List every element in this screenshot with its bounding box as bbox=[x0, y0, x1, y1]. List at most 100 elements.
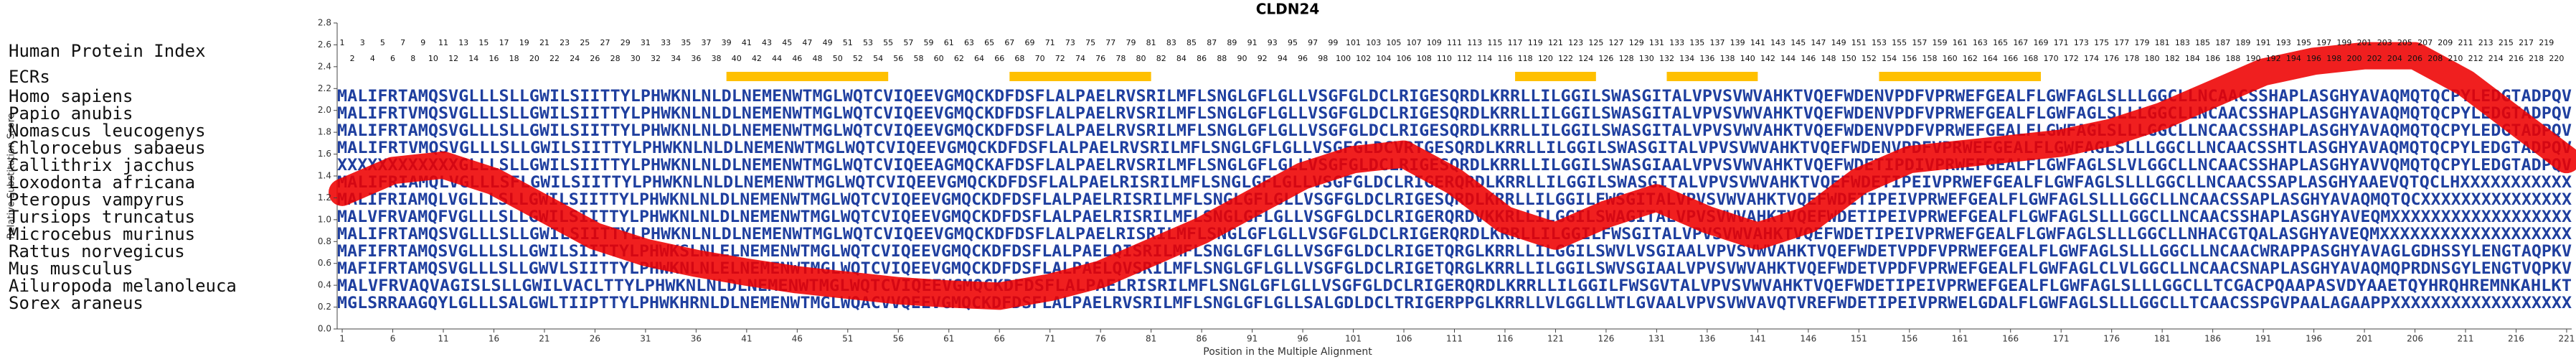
human-index: 36 bbox=[691, 54, 701, 63]
human-index: 72 bbox=[1055, 54, 1065, 63]
human-index: 83 bbox=[1166, 38, 1176, 47]
x-tick-label: 126 bbox=[1598, 334, 1614, 344]
human-index: 191 bbox=[2256, 38, 2271, 47]
human-index: 10 bbox=[428, 54, 438, 63]
human-index: 68 bbox=[1014, 54, 1024, 63]
human-index: 131 bbox=[1649, 38, 1664, 47]
human-index: 184 bbox=[2185, 54, 2200, 63]
human-index: 168 bbox=[2023, 54, 2038, 63]
human-index: 177 bbox=[2114, 38, 2129, 47]
human-index: 55 bbox=[883, 38, 893, 47]
species-label: Chlorocebus sabaeus bbox=[9, 138, 206, 158]
human-index: 146 bbox=[1801, 54, 1816, 63]
human-index: 58 bbox=[913, 54, 923, 63]
human-index: 47 bbox=[802, 38, 812, 47]
human-index: 220 bbox=[2549, 54, 2564, 63]
human-index: 30 bbox=[631, 54, 641, 63]
human-index: 23 bbox=[560, 38, 570, 47]
human-index: 114 bbox=[1477, 54, 1492, 63]
x-tick-label: 11 bbox=[438, 334, 448, 344]
x-tick-label: 166 bbox=[2002, 334, 2019, 344]
human-index: 104 bbox=[1376, 54, 1391, 63]
human-index: 9 bbox=[420, 38, 425, 47]
y-tick-label: 2.6 bbox=[318, 40, 331, 50]
human-index: 37 bbox=[701, 38, 711, 47]
human-index: 107 bbox=[1407, 38, 1422, 47]
human-index: 13 bbox=[458, 38, 468, 47]
human-index: 161 bbox=[1953, 38, 1968, 47]
human-index: 194 bbox=[2286, 54, 2301, 63]
human-index: 186 bbox=[2205, 54, 2220, 63]
human-index: 122 bbox=[1558, 54, 1573, 63]
x-tick-label: 206 bbox=[2407, 334, 2423, 344]
sequence: MALIFRTAMQSVGLLLSLLGWILSIITTYLPHWKNLNLDL… bbox=[337, 122, 2572, 140]
human-index: 141 bbox=[1750, 38, 1765, 47]
human-index: 100 bbox=[1336, 54, 1351, 63]
human-index: 170 bbox=[2044, 54, 2059, 63]
human-index: 20 bbox=[529, 54, 539, 63]
human-index: 5 bbox=[380, 38, 385, 47]
human-index: 98 bbox=[1318, 54, 1328, 63]
human-index: 108 bbox=[1417, 54, 1432, 63]
human-index: 66 bbox=[994, 54, 1004, 63]
human-index: 65 bbox=[984, 38, 994, 47]
human-index: 49 bbox=[823, 38, 833, 47]
human-index: 24 bbox=[570, 54, 580, 63]
human-index: 159 bbox=[1933, 38, 1948, 47]
x-tick-label: 96 bbox=[1297, 334, 1308, 344]
human-index: 210 bbox=[2448, 54, 2463, 63]
human-index: 130 bbox=[1639, 54, 1654, 63]
human-index: 188 bbox=[2225, 54, 2240, 63]
human-index: 25 bbox=[580, 38, 590, 47]
human-index: 102 bbox=[1356, 54, 1371, 63]
x-tick-label: 116 bbox=[1497, 334, 1514, 344]
human-index: 81 bbox=[1146, 38, 1156, 47]
human-index: 76 bbox=[1095, 54, 1105, 63]
human-index: 15 bbox=[478, 38, 489, 47]
human-index: 156 bbox=[1902, 54, 1917, 63]
human-index: 29 bbox=[621, 38, 631, 47]
human-index: 75 bbox=[1085, 38, 1095, 47]
human-index: 121 bbox=[1548, 38, 1563, 47]
human-index: 138 bbox=[1720, 54, 1735, 63]
human-index: 129 bbox=[1629, 38, 1644, 47]
human-index: 119 bbox=[1528, 38, 1543, 47]
human-index: 171 bbox=[2054, 38, 2069, 47]
human-index: 17 bbox=[499, 38, 509, 47]
human-index: 43 bbox=[762, 38, 772, 47]
human-index: 112 bbox=[1457, 54, 1472, 63]
human-index: 27 bbox=[600, 38, 610, 47]
human-index: 26 bbox=[590, 54, 600, 63]
x-tick-label: 186 bbox=[2204, 334, 2221, 344]
human-index: 126 bbox=[1598, 54, 1613, 63]
human-index: 195 bbox=[2296, 38, 2311, 47]
human-index: 4 bbox=[370, 54, 375, 63]
human-index: 180 bbox=[2145, 54, 2160, 63]
human-index: 113 bbox=[1467, 38, 1482, 47]
human-index: 165 bbox=[1993, 38, 2008, 47]
human-index: 157 bbox=[1912, 38, 1927, 47]
human-index: 155 bbox=[1892, 38, 1907, 47]
human-index: 190 bbox=[2246, 54, 2261, 63]
human-index: 136 bbox=[1699, 54, 1714, 63]
human-index: 84 bbox=[1176, 54, 1186, 63]
y-tick-label: 2.2 bbox=[318, 83, 331, 93]
human-index: 57 bbox=[903, 38, 913, 47]
human-index: 202 bbox=[2367, 54, 2382, 63]
human-index: 82 bbox=[1156, 54, 1166, 63]
chart-title: CLDN24 bbox=[1256, 1, 1320, 18]
human-index: 127 bbox=[1609, 38, 1624, 47]
human-index: 217 bbox=[2519, 38, 2534, 47]
human-index: 6 bbox=[390, 54, 395, 63]
human-index: 38 bbox=[712, 54, 722, 63]
human-index: 182 bbox=[2165, 54, 2180, 63]
ecr-bar bbox=[1515, 72, 1596, 81]
species-label: Papio anubis bbox=[9, 103, 133, 124]
human-index: 142 bbox=[1760, 54, 1775, 63]
human-index: 14 bbox=[468, 54, 478, 63]
x-axis-label: Position in the Multiple Alignment bbox=[1203, 346, 1372, 358]
human-index: 87 bbox=[1207, 38, 1217, 47]
human-index: 16 bbox=[489, 54, 499, 63]
species-label: Tursiops truncatus bbox=[9, 207, 195, 227]
human-index: 179 bbox=[2134, 38, 2149, 47]
